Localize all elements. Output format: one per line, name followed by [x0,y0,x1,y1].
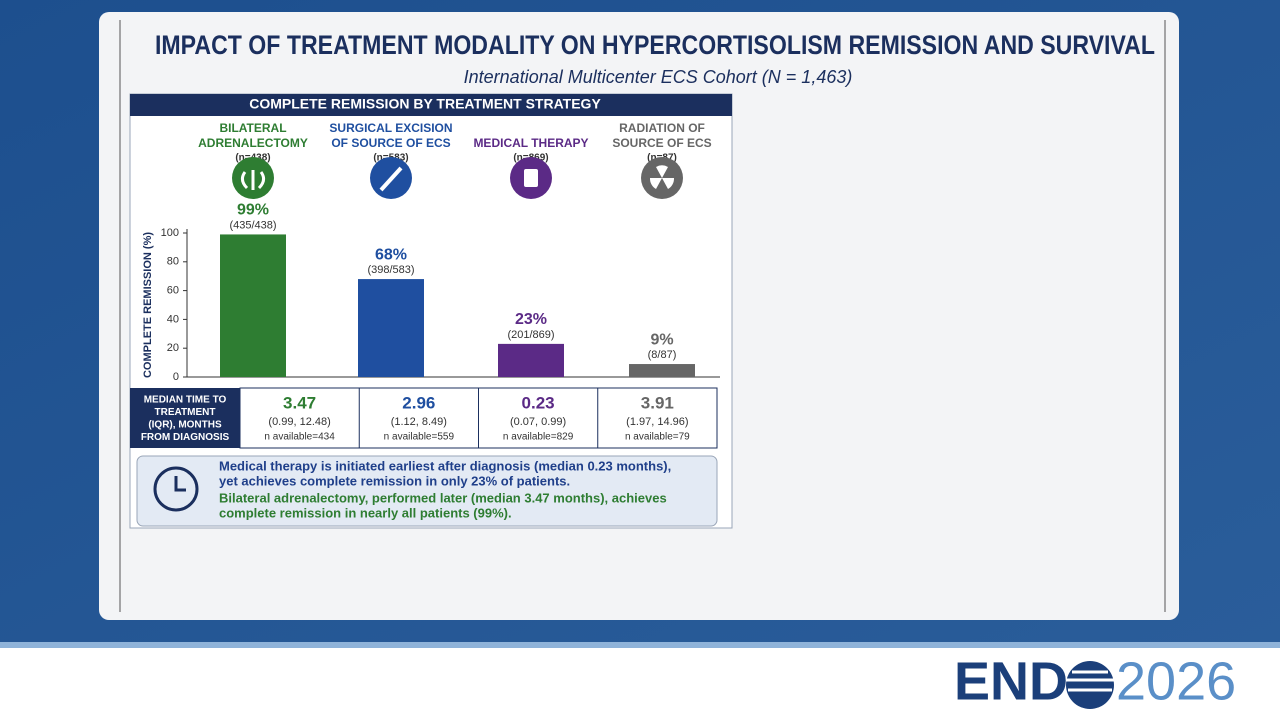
category-label: ADRENALECTOMY [198,136,308,150]
table-available: n available=434 [264,432,335,443]
table-available: n available=79 [625,432,690,443]
value-label: 99% [237,202,269,219]
logo-left: END [954,651,1068,711]
table-median: 3.91 [641,393,674,412]
icon-glyph [240,170,266,190]
note-text: complete remission in nearly all patient… [219,505,512,520]
table-header: MEDIAN TIME TO [144,395,227,406]
table-median: 2.96 [402,393,435,412]
note-box [136,455,718,527]
y-tick-label: 80 [167,256,179,268]
value-sublabel: (435/438) [229,219,276,231]
note-text: yet achieves complete remission in only … [219,473,570,488]
table-available: n available=559 [384,432,455,443]
category-label: MEDICAL THERAPY [473,136,588,150]
icon-glyph [524,169,538,187]
note-text: Medical therapy is initiated earliest af… [219,458,671,473]
note-text: Bilateral adrenalectomy, performed later… [219,490,667,505]
table-iqr: (0.07, 0.99) [510,416,566,428]
value-label: 23% [515,311,547,328]
y-tick-label: 20 [167,342,179,354]
table-available: n available=829 [503,432,574,443]
value-sublabel: (398/583) [367,264,414,276]
y-tick-label: 60 [167,285,179,297]
logo-globe-lines [1066,670,1114,692]
table-header: TREATMENT [155,407,216,418]
icon-glyph [649,165,675,189]
table-iqr: (1.12, 8.49) [391,416,447,428]
logo-globe [1066,661,1114,709]
y-tick-label: 100 [161,227,179,239]
bar [629,364,695,377]
table-median: 0.23 [522,393,555,412]
table-median: 3.47 [283,393,316,412]
slide-title: IMPACT OF TREATMENT MODALITY ON HYPERCOR… [155,30,1155,60]
value-label: 68% [375,246,407,263]
bar [358,279,424,377]
chart-title: COMPLETE REMISSION BY TREATMENT STRATEGY [249,96,601,112]
table-header: (IQR), MONTHS [148,420,222,431]
value-sublabel: (201/869) [507,329,554,341]
icon-glyph [379,166,403,192]
table-iqr: (0.99, 12.48) [268,416,330,428]
value-label: 9% [650,331,673,348]
y-tick-label: 0 [173,371,179,383]
clock-hands [174,476,186,492]
category-label: BILATERAL [219,121,286,135]
value-sublabel: (8/87) [648,349,677,361]
bar [498,343,564,377]
y-axis-label: COMPLETE REMISSION (%) [142,232,154,378]
divider [0,642,1280,648]
category-label: SOURCE OF ECS [612,136,711,150]
clock-icon [153,466,199,512]
table-header: FROM DIAGNOSIS [141,432,230,443]
logo-right: 2026 [1116,651,1236,711]
category-label: OF SOURCE OF ECS [331,136,450,150]
table-iqr: (1.97, 14.96) [626,416,688,428]
y-tick-label: 40 [167,313,179,325]
slide-subtitle: International Multicenter ECS Cohort (N … [464,67,853,87]
bar [220,234,286,377]
chart-header [130,94,732,116]
table-header-cell [130,388,240,448]
category-label: RADIATION OF [619,121,705,135]
category-label: SURGICAL EXCISION [329,121,452,135]
